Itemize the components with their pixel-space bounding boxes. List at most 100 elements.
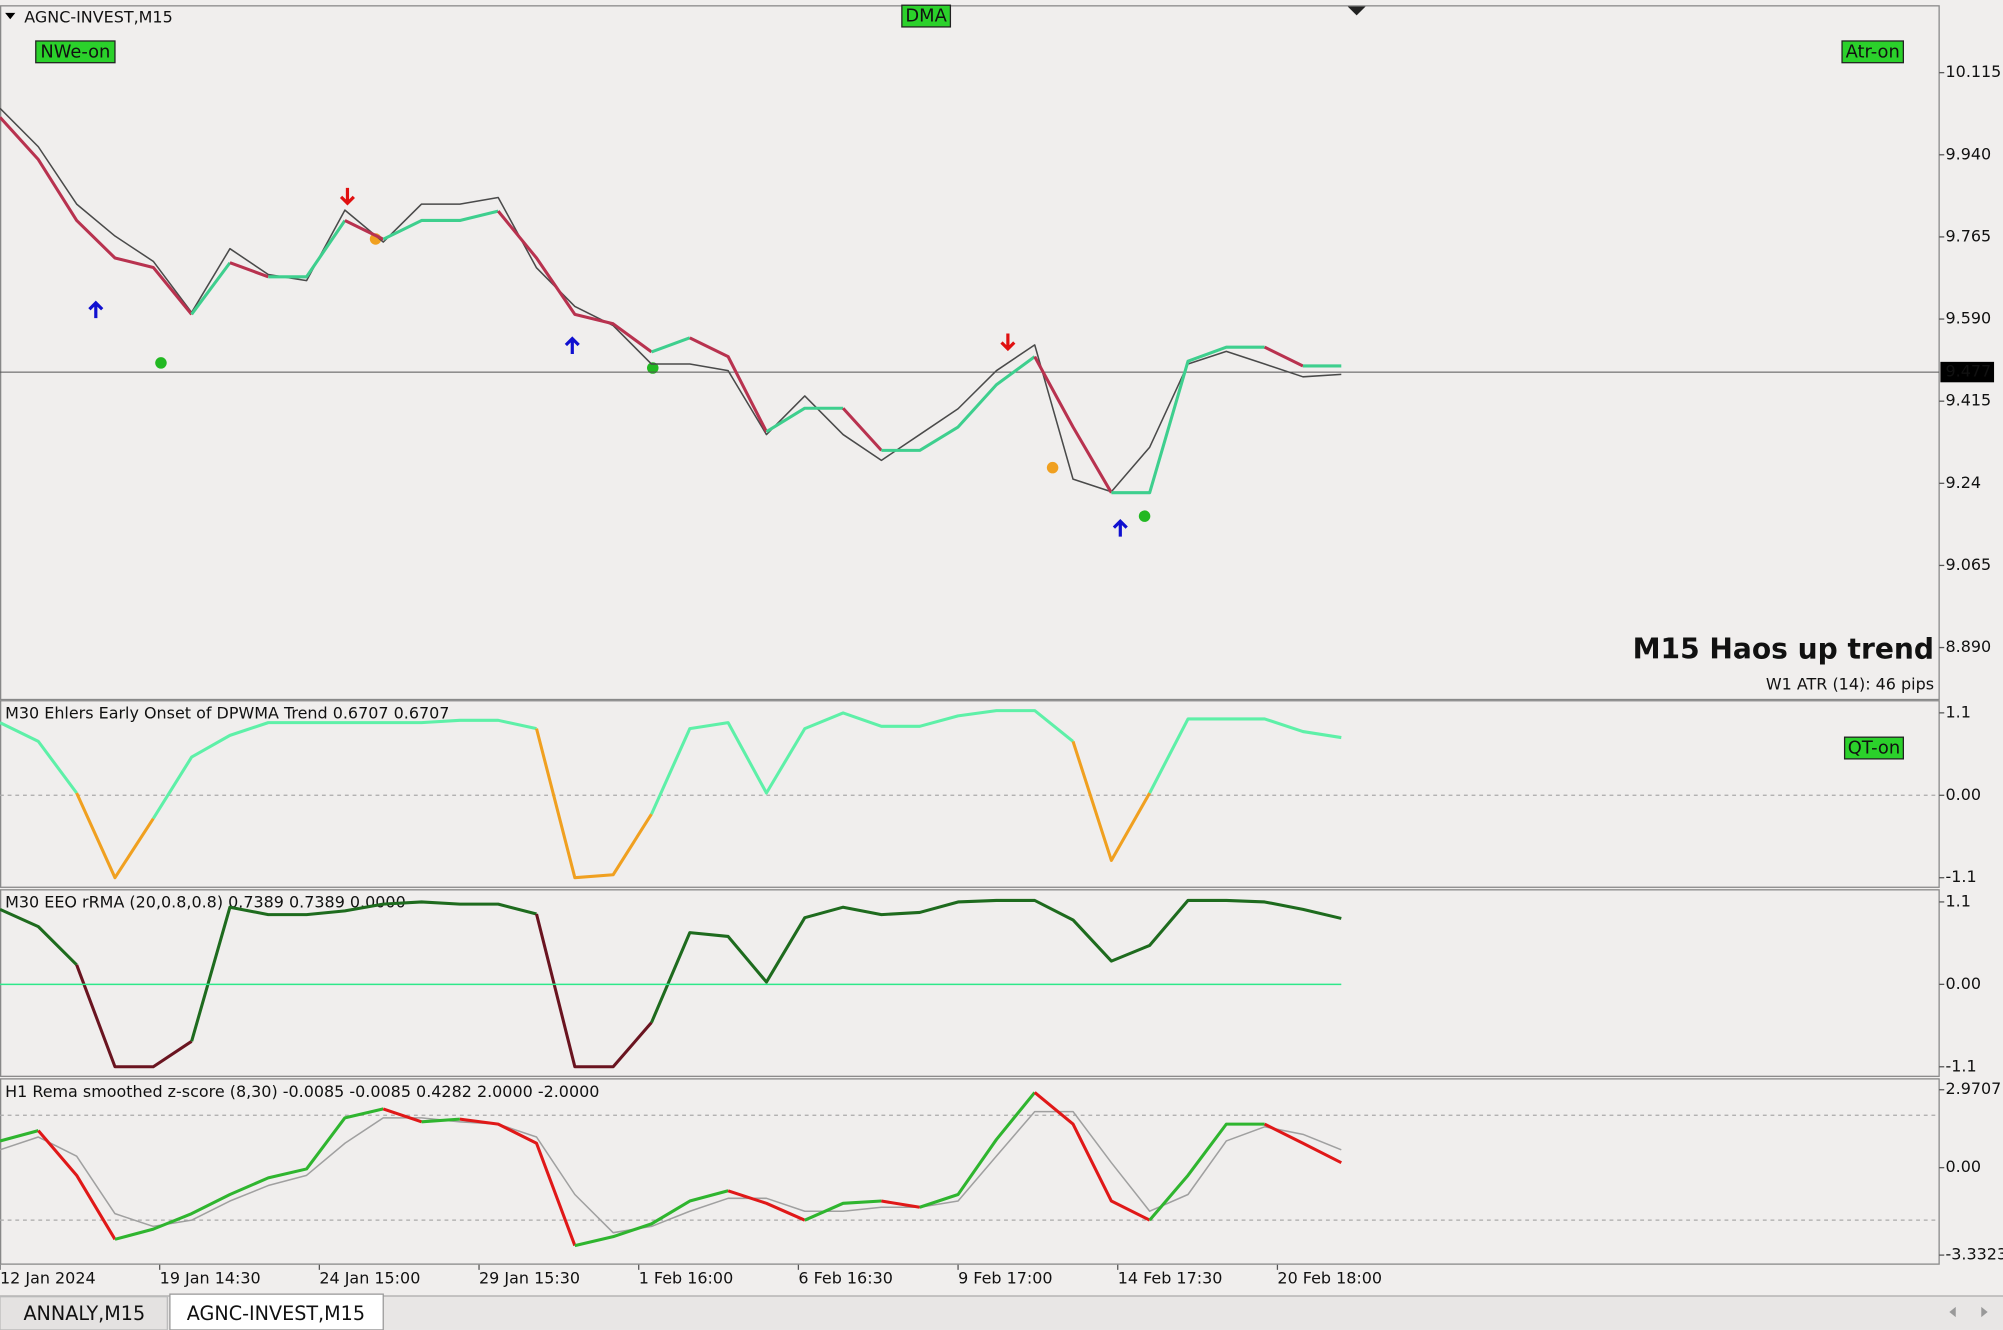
series-line xyxy=(650,898,1342,1024)
y-tick-label: 1.1 xyxy=(1946,891,1971,910)
x-tick-label: 20 Feb 18:00 xyxy=(1277,1268,1382,1287)
series-line xyxy=(114,1107,384,1241)
series-line xyxy=(535,728,653,880)
x-tick-label: 6 Feb 16:30 xyxy=(798,1268,893,1287)
buy-arrow xyxy=(564,336,580,354)
series-line xyxy=(0,116,193,316)
series-line xyxy=(1033,355,1113,494)
panel-frame xyxy=(0,700,1940,888)
series-line xyxy=(1111,345,1265,495)
button-label[interactable]: DMA xyxy=(905,6,947,27)
series-line xyxy=(37,1129,117,1241)
series-line xyxy=(229,261,269,279)
button[interactable] xyxy=(1841,40,1904,64)
button-label[interactable]: Atr-on xyxy=(1846,41,1900,62)
series-line xyxy=(75,964,193,1069)
series-line xyxy=(0,721,78,794)
sell-arrow xyxy=(339,187,355,206)
panel-title: H1 Rema smoothed z-score (8,30) -0.0085 … xyxy=(5,1082,599,1101)
series-line xyxy=(0,1110,1342,1234)
x-tick-label: 29 Jan 15:30 xyxy=(479,1268,580,1287)
x-tick-label: 9 Feb 17:00 xyxy=(958,1268,1053,1287)
series-line xyxy=(75,792,155,880)
sell-arrow xyxy=(1000,333,1016,352)
button-label[interactable]: NWe-on xyxy=(40,41,110,62)
x-tick-label: 24 Jan 15:00 xyxy=(319,1268,420,1287)
series-line xyxy=(881,355,1036,452)
series-line xyxy=(919,1091,1036,1209)
y-tick-label: 10.115 xyxy=(1946,62,2002,81)
series-line xyxy=(1148,717,1342,794)
current-price-label: 9.477 xyxy=(1946,362,1992,381)
y-tick-label: 8.890 xyxy=(1946,637,1992,656)
series-line xyxy=(727,1189,806,1222)
series-line xyxy=(344,219,384,241)
button-label[interactable]: QT-on xyxy=(1848,738,1900,759)
tab[interactable] xyxy=(0,1296,168,1330)
y-tick-label: 0.00 xyxy=(1946,1157,1982,1176)
tab-label[interactable]: ANNALY,M15 xyxy=(23,1302,145,1325)
signal-dot xyxy=(1138,510,1151,522)
series-line xyxy=(0,107,1342,493)
series-line xyxy=(650,336,691,354)
series-line xyxy=(765,406,844,434)
series-line xyxy=(1263,1122,1342,1165)
y-tick-label: -3.3323 xyxy=(1946,1245,2003,1264)
series-line xyxy=(0,1129,39,1143)
button[interactable] xyxy=(901,4,952,28)
y-tick-label: 0.00 xyxy=(1946,974,1982,993)
scroll-left[interactable] xyxy=(1949,1306,1956,1318)
shift-marker xyxy=(1347,6,1366,16)
y-tick-label: 9.415 xyxy=(1946,391,1992,410)
button[interactable] xyxy=(35,40,116,64)
series-line xyxy=(574,1189,729,1248)
button[interactable] xyxy=(1843,736,1904,760)
scroll-right[interactable] xyxy=(1981,1306,1988,1318)
y-tick-label: -1.1 xyxy=(1946,1056,1977,1075)
signals xyxy=(88,187,1151,537)
series-line xyxy=(268,219,347,279)
y-tick-label: 9.590 xyxy=(1946,309,1992,328)
series-line xyxy=(1148,1122,1265,1222)
y-tick-label: 1.1 xyxy=(1946,702,1971,721)
buy-arrow xyxy=(1112,519,1128,537)
series-line xyxy=(535,913,653,1069)
chart-title: AGNC-INVEST,M15 xyxy=(24,7,172,26)
series-line xyxy=(421,1117,460,1124)
series-line xyxy=(151,718,537,820)
x-tick-label: 1 Feb 16:00 xyxy=(639,1268,734,1287)
y-tick-label: 0.00 xyxy=(1946,785,1982,804)
series-line xyxy=(459,1117,577,1247)
series-line xyxy=(1033,1091,1151,1222)
signal-dot xyxy=(1046,461,1059,474)
series-line xyxy=(497,210,653,354)
y-tick-label: 9.765 xyxy=(1946,226,1992,245)
series-line xyxy=(0,907,78,966)
y-tick-label: 9.065 xyxy=(1946,555,1992,574)
series-line xyxy=(382,209,499,241)
series-line xyxy=(382,1107,423,1124)
series-line xyxy=(190,261,232,316)
menu-triangle[interactable] xyxy=(5,12,16,20)
series-line xyxy=(190,900,537,1042)
frames xyxy=(0,5,1940,1265)
main-frame xyxy=(0,5,1940,701)
x-tick-label: 19 Jan 14:30 xyxy=(160,1268,261,1287)
atr-annotation: W1 ATR (14): 46 pips xyxy=(1766,674,1934,693)
y-tick-label: 9.24 xyxy=(1946,473,1982,492)
signal-dot xyxy=(647,362,659,374)
series-line xyxy=(689,336,768,433)
tab-active[interactable] xyxy=(169,1293,384,1330)
series-line xyxy=(881,1199,920,1209)
y-tick-label: -1.1 xyxy=(1946,867,1977,886)
panel-frame xyxy=(0,889,1940,1077)
panel-title: M30 Ehlers Early Onset of DPWMA Trend 0.… xyxy=(5,704,449,723)
series-line xyxy=(1263,345,1304,368)
panel-frame xyxy=(0,1078,1940,1265)
series-line xyxy=(650,709,1074,815)
tab-label[interactable]: AGNC-INVEST,M15 xyxy=(187,1302,365,1325)
series-line xyxy=(804,1199,882,1222)
